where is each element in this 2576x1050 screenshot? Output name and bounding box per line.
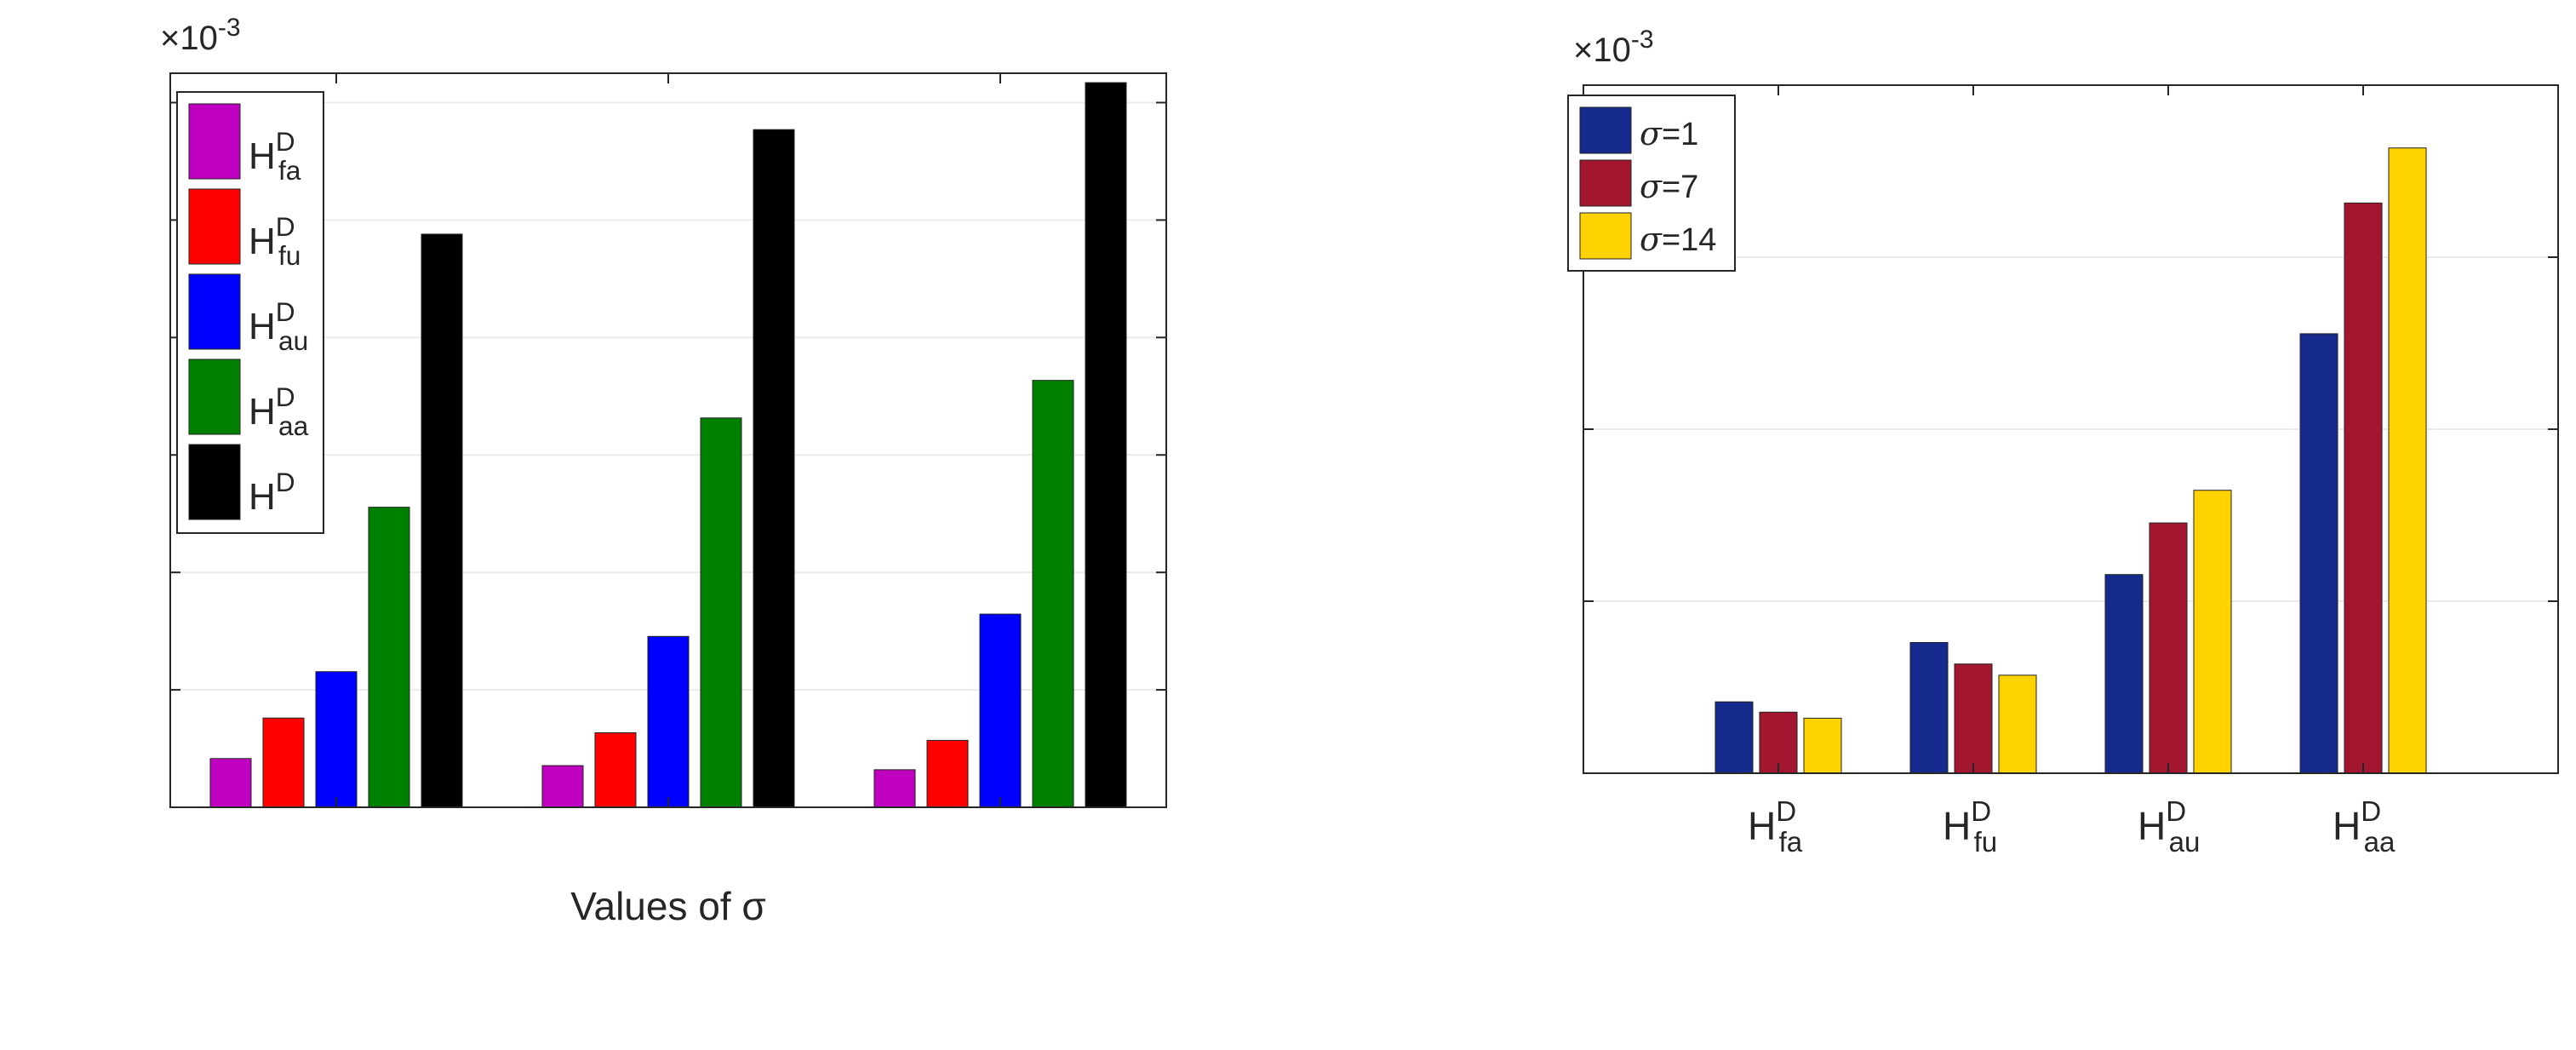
bar [1803, 717, 1842, 774]
x-tick-label: HD fu [1943, 796, 1997, 858]
bar [2299, 333, 2338, 774]
axis-exponent: ×10-3 [160, 14, 241, 57]
bar [2388, 147, 2427, 774]
bar [1954, 663, 1993, 774]
bar [2344, 202, 2383, 774]
axes-frame [1583, 84, 2559, 774]
bar [926, 739, 969, 808]
axis-exponent: ×10-3 [1573, 26, 1654, 69]
bar [315, 671, 358, 808]
legend-swatch [188, 103, 241, 180]
x-tick-label: HD aa [2333, 796, 2396, 858]
bar [979, 613, 1022, 808]
bar [700, 417, 742, 808]
bar [2104, 574, 2144, 774]
legend: σ=1 σ=7 σ=14 [1567, 95, 1736, 272]
bar [421, 233, 463, 808]
bar [262, 717, 305, 808]
legend-label: HD fu [249, 211, 301, 271]
legend-swatch [188, 188, 241, 265]
legend-label: HD [249, 467, 295, 518]
x-axis-label: Values of σ [570, 884, 766, 928]
legend-label: HD aa [249, 382, 309, 441]
x-tick-label: HD au [2138, 796, 2200, 858]
chart-a: ×10-3 Values of σ HD fa HD fu HD au HD aa HD [160, 14, 1167, 928]
legend: HD fa HD fu HD au HD aa HD [176, 91, 324, 534]
axes-frame [169, 72, 1167, 808]
bar [1085, 82, 1127, 808]
legend-label: HD au [249, 296, 308, 356]
bar [873, 769, 916, 808]
bar [209, 758, 252, 808]
legend-label: HD fa [249, 126, 301, 186]
bar [1032, 380, 1074, 808]
legend-swatch [188, 359, 241, 435]
bar [1714, 701, 1754, 774]
bar [2149, 522, 2188, 774]
bar [594, 732, 637, 808]
bar [368, 507, 410, 808]
legend-label: σ=14 [1640, 221, 1716, 258]
legend-label: σ=7 [1640, 168, 1698, 205]
bar [1909, 641, 1949, 774]
legend-swatch [188, 273, 241, 350]
bar [753, 129, 795, 808]
legend-swatch [188, 444, 241, 520]
legend-swatch [1579, 159, 1632, 207]
bar [647, 635, 690, 808]
legend-swatch [1579, 212, 1632, 260]
x-tick-label: HD fa [1748, 796, 1803, 858]
legend-label: σ=1 [1640, 115, 1698, 152]
chart-b: HD fa HD fu HD au HD aa ×10-3 σ=1 σ=7 σ=14 [1567, 26, 2559, 858]
bar [541, 765, 584, 808]
bar [1998, 674, 2037, 774]
legend-swatch [1579, 106, 1632, 154]
bar [2193, 490, 2232, 774]
